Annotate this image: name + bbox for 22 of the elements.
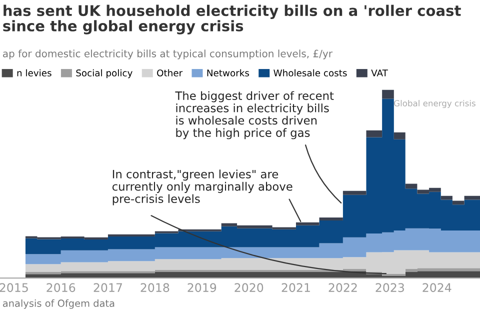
x-tick-label: 2023 — [376, 283, 404, 292]
x-tick-label: 2016 — [46, 283, 76, 292]
annotation: Global energy crisis — [394, 100, 476, 108]
legend-label: VAT — [371, 70, 388, 76]
legend-label: n levies — [17, 69, 52, 76]
legend-label: Wholesale costs — [274, 69, 347, 76]
legend-label: Other — [157, 69, 183, 76]
x-tick-label: 2017 — [94, 283, 122, 292]
x-tick-label: 2015 — [0, 283, 28, 292]
x-tick-label: 2024 — [422, 283, 452, 292]
x-tick-label: 2020 — [234, 283, 264, 292]
chart-title: has sent UK household electricity bills on a 'roller coast since the global energy crisis — [3, 4, 461, 34]
chart-subtitle: ap for domestic electricity bills at typical consumption levels, £/yr — [3, 50, 332, 60]
x-tick-label: 2022 — [328, 283, 357, 292]
x-tick-label: 2019 — [188, 283, 216, 292]
text: analysis of Ofgem data — [2, 299, 114, 309]
annotation: The biggest driver of recent increases in electricity bills is wholesale costs driven by the high price of gas — [175, 91, 334, 140]
annotation: In contrast,"green levies" are currently only marginally above pre-crisis levels — [112, 170, 292, 206]
x-tick-label: 2021 — [282, 283, 310, 292]
x-tick-label: 2018 — [140, 283, 170, 292]
legend-label: Networks — [207, 69, 250, 76]
legend-label: Social policy — [76, 69, 132, 78]
